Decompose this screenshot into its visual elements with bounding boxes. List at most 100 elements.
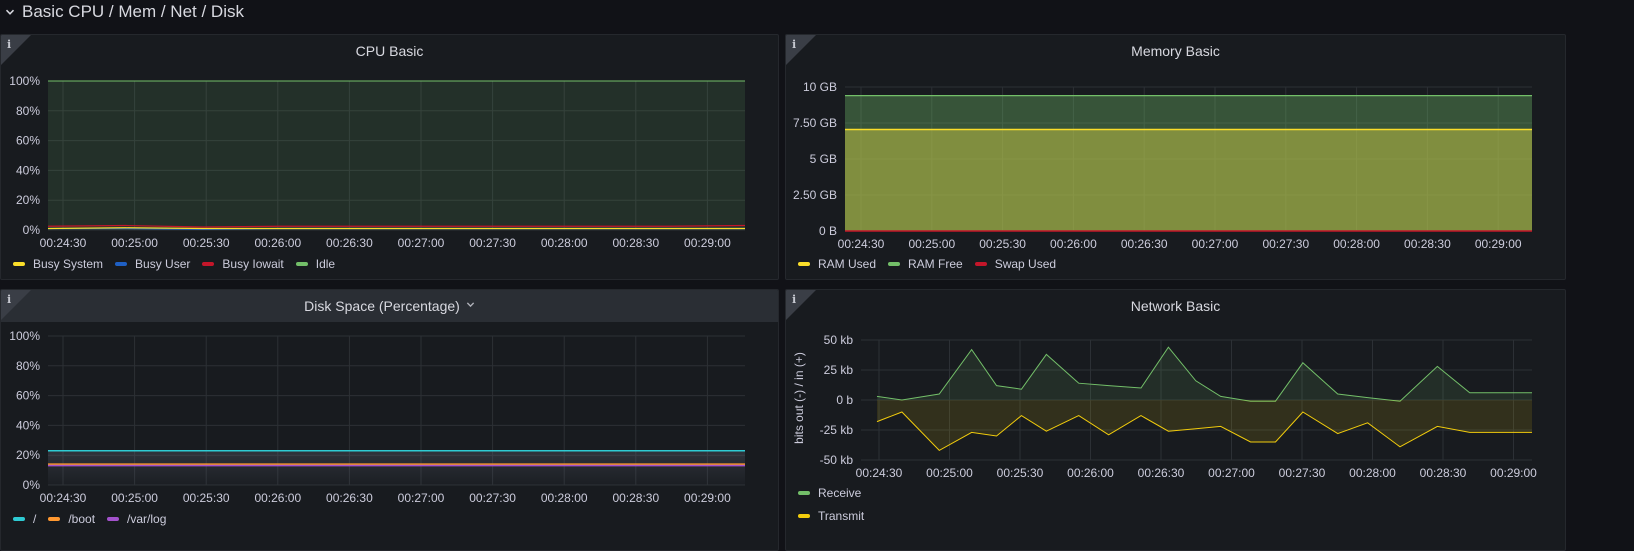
x-tick-label: 00:24:30 [856, 466, 903, 480]
cpu-chart[interactable]: 0% 20% 40% 60% 80% 100% 00:24:30 00:25:00 00:25:… [1, 35, 779, 280]
y-tick-label: 60% [16, 134, 40, 148]
legend-swatch [115, 262, 128, 266]
row-collapse-toggle[interactable]: Basic CPU / Mem / Net / Disk [4, 0, 244, 24]
y-tick-label: 20% [16, 448, 40, 462]
legend-item-swap-used[interactable]: Swap Used [974, 257, 1056, 271]
info-icon[interactable]: i [7, 38, 12, 51]
row-title: Basic CPU / Mem / Net / Disk [22, 2, 244, 21]
chevron-down-icon[interactable] [466, 300, 475, 312]
legend-item-busy-iowait[interactable]: Busy Iowait [202, 257, 284, 271]
x-tick-label: 00:28:00 [541, 491, 588, 505]
y-tick-label: 2.50 GB [793, 188, 837, 202]
info-icon[interactable]: i [7, 293, 12, 306]
disk-chart[interactable]: 0% 20% 40% 60% 80% 100% 00:24:30 00:25:00 00:25:… [1, 290, 779, 551]
memory-basic-panel: i Memory Basic 0 B 2.50 GB 5 GB 7.50 GB 10 G… [785, 34, 1566, 280]
legend-swatch [974, 262, 987, 266]
legend-swatch [48, 517, 61, 521]
network-basic-panel: i Network Basic -50 kb -25 kb 0 b 25 kb 50 k… [785, 289, 1566, 551]
cpu-legend: Busy System Busy User Busy Iowait Idle [13, 257, 335, 271]
memory-legend: RAM Used RAM Free Swap Used [798, 257, 1056, 271]
x-tick-label: 00:27:00 [398, 236, 445, 250]
x-tick-label: 00:24:30 [40, 236, 87, 250]
x-tick-label: 00:28:30 [612, 491, 659, 505]
x-tick-label: 00:25:00 [111, 491, 158, 505]
series-area-receive [877, 347, 1532, 402]
info-icon[interactable]: i [792, 293, 797, 306]
panel-info-corner[interactable] [1, 290, 31, 320]
x-tick-label: 00:26:00 [254, 491, 301, 505]
legend-swatch [798, 491, 810, 495]
y-tick-label: 7.50 GB [793, 116, 837, 130]
legend-item-busy-system[interactable]: Busy System [13, 257, 103, 271]
panel-info-corner[interactable] [786, 290, 816, 320]
x-tick-label: 00:25:30 [979, 237, 1026, 251]
x-tick-label: 00:29:00 [1475, 237, 1522, 251]
y-tick-label: 40% [16, 163, 40, 177]
disk-space-panel: Disk Space (Percentage) i 0% 20% 40% 60% 80%… [0, 289, 779, 551]
x-tick-label: 00:26:30 [326, 236, 373, 250]
legend-swatch [798, 514, 810, 518]
network-chart[interactable]: -50 kb -25 kb 0 b 25 kb 50 kb 00:24:30 00:25:0… [786, 290, 1566, 551]
y-tick-label: 25 kb [824, 363, 854, 377]
y-tick-label: 0 b [836, 393, 853, 407]
x-tick-label: 00:29:00 [1490, 466, 1537, 480]
legend-item-idle[interactable]: Idle [295, 257, 335, 271]
network-legend: Receive Transmit [798, 486, 864, 523]
legend-item-ram-free[interactable]: RAM Free [888, 257, 963, 271]
x-tick-label: 00:29:00 [684, 236, 731, 250]
x-tick-label: 00:25:00 [111, 236, 158, 250]
y-tick-label: 80% [16, 359, 40, 373]
legend-swatch [13, 262, 25, 266]
y-tick-label: 5 GB [810, 152, 837, 166]
legend-item-transmit[interactable]: Transmit [798, 509, 864, 523]
legend-swatch [295, 262, 308, 266]
x-tick-label: 00:26:00 [254, 236, 301, 250]
x-tick-label: 00:27:00 [1208, 466, 1255, 480]
panel-title[interactable]: CPU Basic [355, 43, 424, 59]
x-tick-label: 00:24:30 [40, 491, 87, 505]
x-tick-label: 00:27:30 [469, 236, 516, 250]
info-icon[interactable]: i [792, 38, 797, 51]
x-tick-label: 00:27:00 [1192, 237, 1239, 251]
series-area-root [48, 450, 745, 485]
x-tick-label: 00:29:00 [684, 491, 731, 505]
legend-item-busy-user[interactable]: Busy User [115, 257, 190, 271]
legend-item-boot[interactable]: /boot [48, 512, 95, 526]
y-tick-label: -25 kb [820, 423, 854, 437]
panel-info-corner[interactable] [786, 35, 816, 65]
panel-info-corner[interactable] [1, 35, 31, 65]
legend-swatch [107, 517, 120, 521]
y-tick-label: 50 kb [824, 333, 854, 347]
x-tick-label: 00:28:00 [541, 236, 588, 250]
x-tick-label: 00:25:30 [997, 466, 1044, 480]
chevron-down-icon [4, 6, 16, 18]
x-tick-label: 00:27:30 [1279, 466, 1326, 480]
legend-swatch [798, 262, 810, 266]
panel-title[interactable]: Disk Space (Percentage) [1, 290, 778, 322]
x-tick-label: 00:25:00 [908, 237, 955, 251]
legend-item-receive[interactable]: Receive [798, 486, 864, 500]
memory-chart[interactable]: 0 B 2.50 GB 5 GB 7.50 GB 10 GB 00:24:30 00:25:… [786, 35, 1566, 280]
series-line-transmit [876, 411, 1532, 452]
y-tick-label: 80% [16, 104, 40, 118]
x-tick-label: 00:28:00 [1333, 237, 1380, 251]
x-tick-label: 00:25:30 [183, 491, 230, 505]
legend-swatch [202, 262, 215, 266]
x-tick-label: 00:26:30 [326, 491, 373, 505]
y-tick-label: 0% [23, 223, 41, 237]
x-tick-label: 00:27:00 [398, 491, 445, 505]
y-tick-label: 20% [16, 193, 40, 207]
y-tick-label: -50 kb [820, 453, 854, 467]
x-tick-label: 00:27:30 [469, 491, 516, 505]
legend-item-ram-used[interactable]: RAM Used [798, 257, 876, 271]
x-tick-label: 00:28:30 [1404, 237, 1451, 251]
panel-title[interactable]: Memory Basic [1131, 43, 1220, 59]
x-tick-label: 00:25:00 [926, 466, 973, 480]
legend-swatch [888, 262, 901, 266]
panel-title[interactable]: Network Basic [1130, 298, 1221, 314]
legend-item-var-log[interactable]: /var/log [107, 512, 166, 526]
y-tick-label: 60% [16, 389, 40, 403]
x-tick-label: 00:26:00 [1067, 466, 1114, 480]
x-tick-label: 00:27:30 [1262, 237, 1309, 251]
legend-item-root[interactable]: / [13, 512, 36, 526]
